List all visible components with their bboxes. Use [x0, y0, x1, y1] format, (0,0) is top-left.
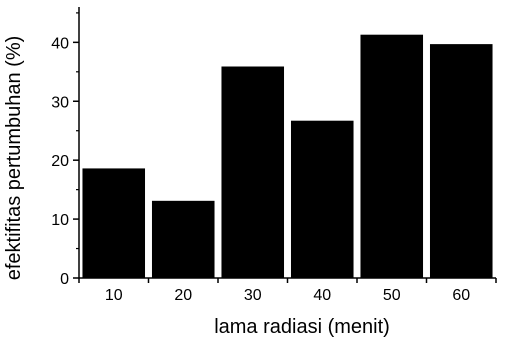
bars-group	[82, 34, 493, 279]
y-tick-label: 30	[51, 94, 69, 111]
x-tick-label-20: 20	[174, 287, 192, 304]
y-tick-label: 40	[51, 35, 69, 52]
x-tick-label-60: 60	[452, 287, 470, 304]
bar-20	[151, 200, 215, 278]
bar-10	[82, 168, 146, 278]
y-tick-label: 10	[51, 212, 69, 229]
y-tick-label: 20	[51, 153, 69, 170]
ticks-group: 0 10 20 30 40 10 20 30 40 50 60	[51, 12, 497, 304]
bar-50	[360, 34, 424, 278]
x-tick-label-10: 10	[105, 287, 123, 304]
x-axis-title: lama radiasi (menit)	[214, 316, 390, 338]
x-tick-label-40: 40	[313, 287, 331, 304]
bar-40	[290, 120, 354, 278]
bar-60	[429, 44, 493, 279]
y-tick-label: 0	[60, 271, 69, 288]
x-tick-label-30: 30	[244, 287, 262, 304]
bar-30	[221, 66, 285, 278]
x-tick-label-50: 50	[383, 287, 401, 304]
y-axis-title: efektifitas pertumbuhan (%)	[3, 36, 25, 281]
